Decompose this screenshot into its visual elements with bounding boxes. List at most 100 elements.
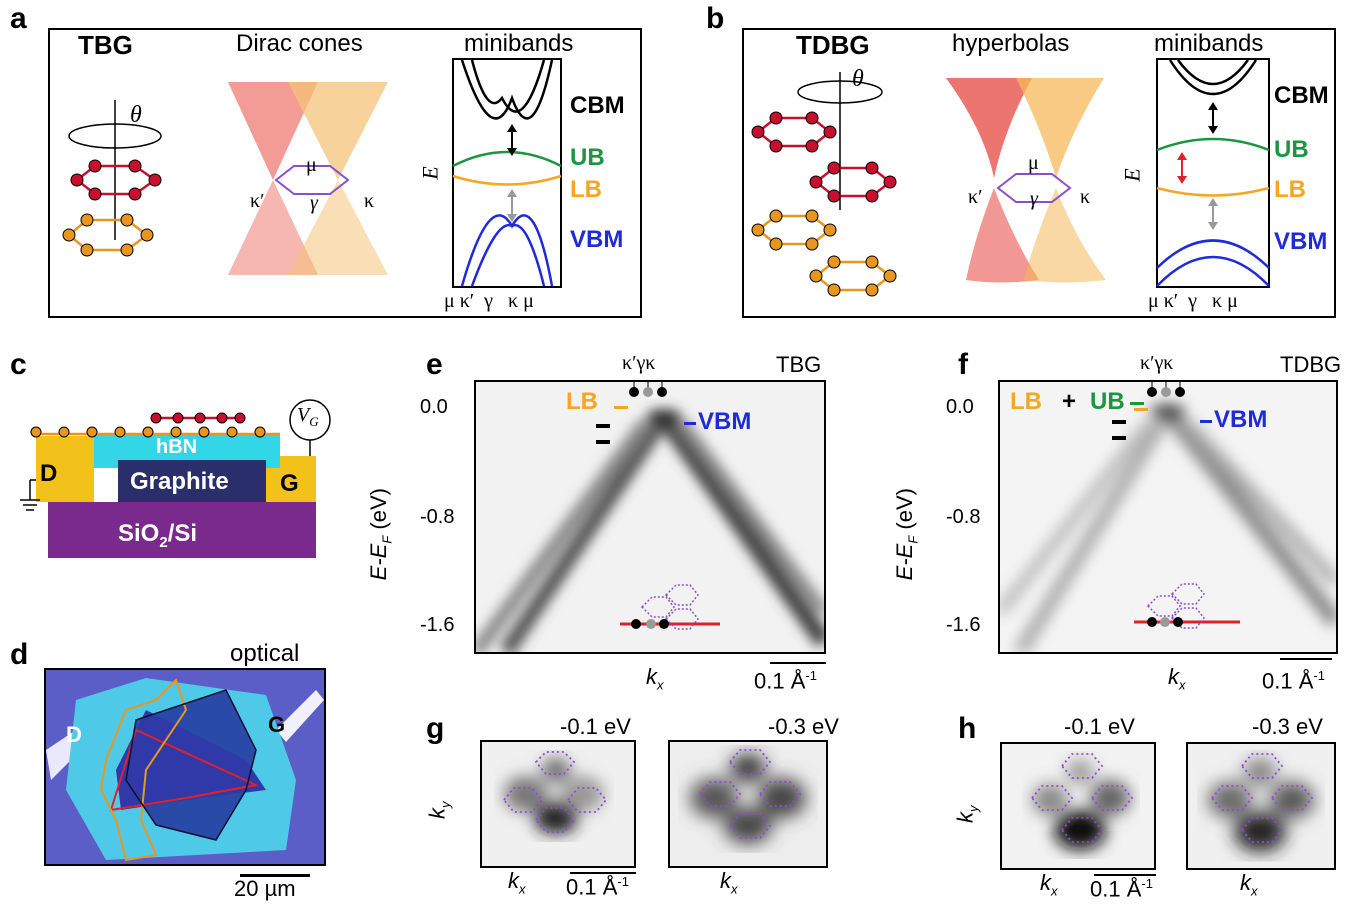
ub-annotation-f: UB	[1090, 388, 1125, 415]
y-tick-f-1: -0.8	[946, 506, 981, 528]
vbm-label-b: VBM	[1274, 228, 1328, 255]
kappa-label-a: κ	[364, 190, 375, 212]
lb-annotation-e: LB	[566, 388, 598, 415]
fermi-map-g-left	[480, 740, 636, 868]
optical-scalebar	[240, 874, 310, 877]
sample-label-f: TDBG	[1280, 352, 1342, 377]
substrate-label: SiO2/Si	[118, 520, 198, 551]
lb-tick-f	[1134, 408, 1148, 411]
kx-axis-h-right: kx	[1240, 870, 1258, 899]
kprime-label-a: κ′	[250, 190, 265, 212]
k-point-markers-f	[1147, 380, 1185, 397]
drain-label-d: D	[66, 722, 82, 747]
sample-label-e: TBG	[776, 352, 822, 377]
cbm-label-b: CBM	[1274, 82, 1329, 109]
panel-label-e: e	[426, 348, 443, 381]
optical-image	[44, 668, 326, 866]
scalebar-h	[1094, 874, 1156, 876]
lb-tick-e	[614, 406, 628, 409]
k-points-e: κ′γκ	[622, 352, 656, 374]
y-tick-f-2: -1.6	[946, 614, 981, 636]
panel-label-h: h	[958, 712, 977, 745]
y-axis-f: E-EF (eV)	[891, 488, 921, 581]
hyperbolas-diagram	[946, 78, 1106, 283]
vbm-annotation-e: VBM	[698, 408, 752, 435]
vbm-tick-f	[1200, 420, 1212, 423]
minibands-title-a: minibands	[464, 30, 574, 57]
graphite-label: Graphite	[130, 468, 229, 495]
gate-label-c: G	[280, 470, 299, 497]
tdbg-lattice-schematic	[751, 72, 897, 297]
vbm-tick-e	[684, 422, 696, 425]
panel-label-f: f	[958, 348, 968, 381]
plus-annotation-f: +	[1062, 388, 1077, 415]
vbm-annotation-f: VBM	[1214, 406, 1268, 433]
tbg-title: TBG	[78, 30, 133, 60]
energy-h-left: -0.1 eV	[1064, 714, 1135, 739]
panel-label-g: g	[426, 712, 445, 745]
arpes-plot-f	[998, 380, 1338, 654]
scalebar-label-h: 0.1 Å-1	[1090, 876, 1153, 902]
vbm-label-a: VBM	[570, 226, 624, 253]
energy-axis-a: E	[417, 166, 443, 180]
y-tick-e-0: 0.0	[420, 396, 448, 418]
scalebar-e	[770, 662, 826, 664]
kx-axis-h-left: kx	[1040, 870, 1058, 899]
lb-label-b: LB	[1274, 176, 1306, 203]
panel-label-b: b	[706, 2, 725, 35]
scalebar-f	[1280, 658, 1332, 660]
k-points-f: κ′γκ	[1140, 352, 1174, 374]
x-axis-e: kx	[646, 664, 664, 693]
scalebar-g	[570, 872, 636, 874]
band-tick-f-1	[1112, 420, 1126, 424]
gamma-label-a: γ	[310, 192, 318, 214]
gate-label-d: G	[268, 712, 286, 737]
optical-label: optical	[230, 640, 300, 667]
hbn-label: hBN	[156, 436, 198, 458]
k-point-markers-e	[629, 380, 667, 397]
panel-b-frame	[742, 28, 1336, 318]
kx-axis-g-right: kx	[720, 868, 738, 897]
energy-axis-b: E	[1119, 168, 1145, 182]
y-tick-e-1: -0.8	[420, 506, 455, 528]
panel-label-d: d	[10, 638, 29, 671]
panel-label-c: c	[10, 348, 27, 381]
theta-symbol-a: θ	[130, 102, 142, 128]
lb-annotation-f: LB	[1010, 388, 1042, 415]
ky-axis-g: ky	[424, 801, 453, 819]
vg-label: VG	[297, 404, 319, 429]
ub-label-a: UB	[570, 144, 605, 171]
y-tick-e-2: -1.6	[420, 614, 455, 636]
mu-label-b: μ	[1028, 152, 1039, 174]
y-axis-e: E-EF (eV)	[365, 488, 395, 581]
minibands-plot-b	[1156, 58, 1270, 288]
scalebar-label-e: 0.1 Å-1	[754, 668, 817, 694]
k-ticks-b: μ κ′ γ κ μ	[1148, 290, 1238, 312]
drain-label-c: D	[40, 460, 58, 487]
panel-label-a: a	[10, 2, 27, 35]
tbg-lattice-schematic	[62, 100, 162, 257]
ky-axis-h: ky	[952, 805, 981, 823]
scalebar-label-f: 0.1 Å-1	[1262, 668, 1325, 694]
dirac-cones-title: Dirac cones	[236, 30, 363, 57]
energy-g-right: -0.3 eV	[768, 714, 839, 739]
hyperbolas-title: hyperbolas	[952, 30, 1070, 57]
panel-a-frame	[48, 28, 642, 318]
fermi-map-h-right	[1186, 742, 1336, 870]
ub-tick-f	[1130, 402, 1144, 405]
ub-label-b: UB	[1274, 136, 1309, 163]
fermi-map-h-left	[1000, 742, 1156, 870]
mu-label-a: μ	[306, 154, 317, 176]
arpes-plot-e	[474, 380, 826, 654]
band-tick-e-1	[596, 424, 610, 428]
energy-h-right: -0.3 eV	[1252, 714, 1323, 739]
theta-symbol-b: θ	[852, 66, 864, 92]
band-tick-e-2	[596, 440, 610, 444]
scalebar-label-g: 0.1 Å-1	[566, 874, 629, 900]
lb-label-a: LB	[570, 176, 602, 203]
kappa-label-b: κ	[1080, 186, 1091, 208]
device-schematic	[20, 399, 331, 558]
x-axis-f: kx	[1168, 664, 1186, 693]
fermi-map-g-right	[668, 740, 828, 868]
tdbg-title: TDBG	[796, 30, 870, 60]
